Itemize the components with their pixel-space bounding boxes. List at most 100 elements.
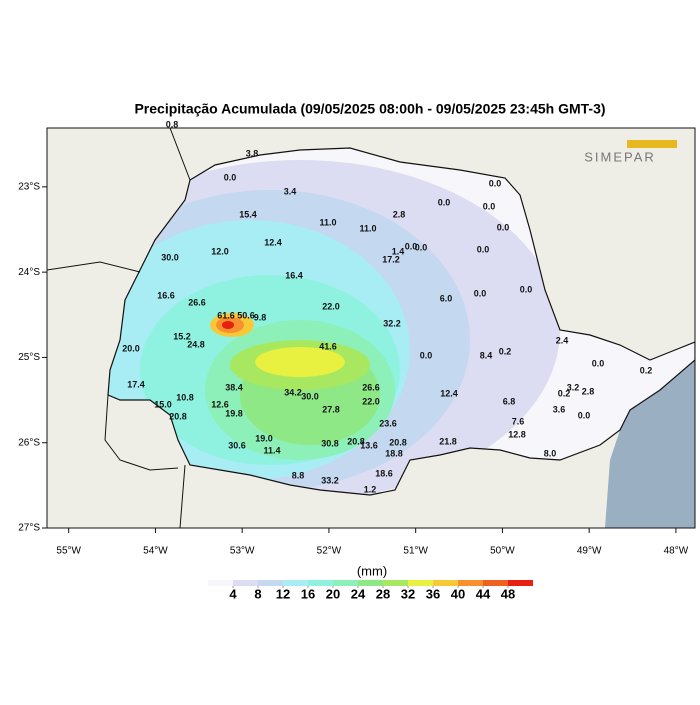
station-value: 32.2 [383, 318, 401, 328]
colorbar-segment [383, 580, 408, 586]
y-tick-label: 25°S [18, 352, 40, 363]
station-value: 33.2 [321, 475, 339, 485]
station-value: 7.6 [512, 416, 525, 426]
station-value: 20.8 [389, 437, 407, 447]
colorbar-tick-label: 20 [326, 586, 340, 601]
colorbar-tick-label: 40 [451, 586, 465, 601]
colorbar-tick-label: 4 [229, 586, 237, 601]
station-value: 50.6 [237, 310, 255, 320]
station-value: 3.4 [284, 186, 297, 196]
station-value: 0.0 [520, 284, 533, 294]
station-value: 3.6 [553, 404, 566, 414]
station-value: 10.8 [176, 392, 194, 402]
colorbar-segment [233, 580, 258, 586]
station-value: 0.0 [405, 241, 418, 251]
station-value: 0.0 [477, 244, 490, 254]
station-value: 9.8 [254, 312, 267, 322]
station-value: 23.6 [379, 418, 397, 428]
station-value: 17.2 [382, 254, 400, 264]
colorbar-tick-label: 36 [426, 586, 440, 601]
station-value: 12.8 [508, 429, 526, 439]
y-tick-label: 27°S [18, 523, 40, 534]
station-value: 61.6 [217, 310, 235, 320]
station-value: 0.8 [166, 119, 179, 129]
ocean [605, 342, 695, 528]
station-value: 6.0 [440, 293, 453, 303]
x-tick-label: 55°W [56, 546, 81, 557]
x-tick-label: 53°W [230, 546, 255, 557]
station-value: 20.8 [169, 411, 187, 421]
station-value: 0.2 [558, 388, 571, 398]
station-value: 12.4 [440, 388, 458, 398]
station-value: 34.2 [284, 387, 302, 397]
station-value: 26.6 [188, 297, 206, 307]
station-value: 38.4 [225, 382, 243, 392]
colorbar-segment [358, 580, 383, 586]
station-value: 30.6 [228, 440, 246, 450]
station-value: 0.0 [438, 197, 451, 207]
station-value: 22.0 [362, 396, 380, 406]
colorbar-segment [508, 580, 533, 586]
x-tick-label: 52°W [317, 546, 342, 557]
station-value: 2.8 [582, 386, 595, 396]
station-value: 24.8 [187, 339, 205, 349]
colorbar-segment [308, 580, 333, 586]
station-value: 15.4 [239, 209, 257, 219]
station-value: 30.8 [321, 438, 339, 448]
station-value: 0.0 [474, 288, 487, 298]
colorbar-segment [458, 580, 483, 586]
colorbar-segment [258, 580, 283, 586]
station-value: 3.8 [246, 148, 259, 158]
colorbar-segment [208, 580, 233, 586]
station-value: 17.4 [127, 379, 145, 389]
station-value: 2.4 [556, 335, 569, 345]
colorbar-tick-label: 16 [301, 586, 315, 601]
station-value: 19.0 [255, 433, 273, 443]
border [179, 464, 186, 528]
station-value: 12.0 [211, 246, 229, 256]
station-value: 0.0 [420, 350, 433, 360]
colorbar-segment [483, 580, 508, 586]
colorbar-segment [283, 580, 308, 586]
state-border [107, 147, 695, 496]
x-tick-label: 51°W [403, 546, 428, 557]
colorbar-tick-label: 24 [351, 586, 366, 601]
station-value: 11.0 [319, 217, 336, 227]
logo: SIMEPAR [584, 149, 656, 164]
station-value: 0.0 [224, 172, 237, 182]
station-value: 0.0 [483, 201, 496, 211]
station-value: 20.0 [122, 343, 140, 353]
station-value: 30.0 [301, 391, 319, 401]
station-value: 41.6 [319, 341, 337, 351]
station-value: 15.2 [173, 331, 191, 341]
colorbar-tick-label: 8 [254, 586, 261, 601]
station-value: 22.0 [322, 301, 340, 311]
station-value: 3.2 [567, 382, 580, 392]
colorbar-label: (mm) [357, 563, 387, 578]
colorbar-segment [333, 580, 358, 586]
station-value: 12.4 [264, 237, 282, 247]
colorbar-tick-label: 32 [401, 586, 415, 601]
station-value: 0.0 [497, 222, 510, 232]
station-value: 30.0 [161, 252, 179, 262]
station-value: 11.0 [359, 223, 376, 233]
colorbar-tick-label: 44 [476, 586, 491, 601]
colorbar-tick-label: 28 [376, 586, 390, 601]
station-value: 0.0 [415, 242, 428, 252]
station-value: 19.8 [225, 408, 243, 418]
station-value: 27.8 [322, 404, 340, 414]
border [47, 261, 141, 273]
station-value: 0.0 [592, 358, 605, 368]
border [104, 394, 179, 471]
colorbar-tick-label: 48 [501, 586, 515, 601]
station-value: 26.6 [362, 382, 380, 392]
station-value: 0.2 [499, 346, 512, 356]
station-value: 11.4 [263, 445, 280, 455]
station-value: 15.0 [154, 399, 172, 409]
station-value: 12.6 [211, 399, 229, 409]
colorbar-segment [433, 580, 458, 586]
y-tick-label: 26°S [18, 437, 40, 448]
map-area [47, 128, 695, 528]
station-value: 0.2 [640, 365, 653, 375]
station-value: 13.6 [360, 440, 378, 450]
